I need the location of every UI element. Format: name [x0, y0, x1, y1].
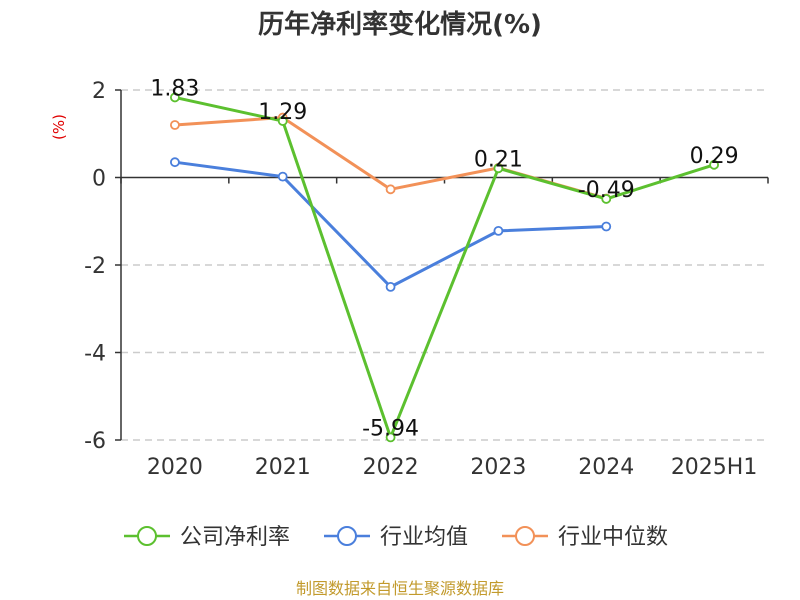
data-point [385, 432, 396, 443]
legend[interactable]: 公司净利率 行业均值 行业中位数 [124, 525, 668, 550]
legend-item[interactable]: 公司净利率 [124, 525, 290, 550]
data-point [493, 225, 504, 236]
series-lines [170, 92, 719, 443]
legend-item[interactable]: 行业中位数 [502, 525, 668, 550]
data-label: -0.49 [578, 178, 635, 203]
legend-marker [337, 526, 357, 546]
series-line [174, 95, 715, 439]
data-point [170, 157, 180, 168]
grid-lines [121, 89, 768, 441]
legend-label: 行业均值 [380, 525, 468, 550]
y-tick-label: -6 [84, 429, 106, 454]
x-tick-label: 2020 [147, 455, 203, 480]
x-tick-label: 2021 [255, 455, 311, 480]
data-point [170, 92, 180, 103]
y-tick-label: -2 [84, 254, 106, 279]
legend-item[interactable]: 行业均值 [324, 525, 468, 550]
data-label: 0.29 [690, 144, 739, 169]
data-point [601, 221, 612, 232]
data-point [385, 184, 396, 195]
x-tick-labels: 2020 2021 2022 2023 2024 2025H1 [147, 455, 757, 480]
chart-title: 历年净利率变化情况(%) [258, 9, 542, 40]
legend-marker [137, 526, 157, 546]
data-point [277, 171, 288, 182]
x-tick-label: 2023 [470, 455, 526, 480]
x-tick-label: 2022 [363, 455, 419, 480]
y-tick-label: 2 [92, 79, 106, 104]
data-point [493, 163, 504, 174]
x-tick-label: 2025H1 [671, 455, 758, 480]
axes [115, 89, 769, 441]
data-label: 1.29 [258, 100, 307, 125]
y-axis-unit: (%) [50, 114, 68, 140]
data-point [170, 120, 180, 130]
data-point [385, 281, 396, 292]
legend-label: 行业中位数 [558, 525, 668, 550]
data-point [601, 194, 612, 204]
data-label: 1.83 [150, 76, 199, 101]
data-labels: 1.83 1.29 -5.94 0.21 -0.49 0.29 [150, 76, 738, 441]
x-tick-label: 2024 [578, 455, 634, 480]
data-label: 0.21 [474, 147, 523, 172]
data-point [277, 116, 288, 126]
source-note: 制图数据来自恒生聚源数据库 [296, 579, 504, 598]
y-tick-labels: 2 0 -2 -4 -6 [84, 79, 106, 454]
legend-marker [515, 526, 535, 546]
data-point [709, 159, 719, 170]
legend-label: 公司净利率 [180, 525, 290, 550]
data-label: -5.94 [362, 416, 419, 441]
y-tick-label: -4 [84, 342, 106, 367]
y-tick-label: 0 [92, 167, 106, 192]
